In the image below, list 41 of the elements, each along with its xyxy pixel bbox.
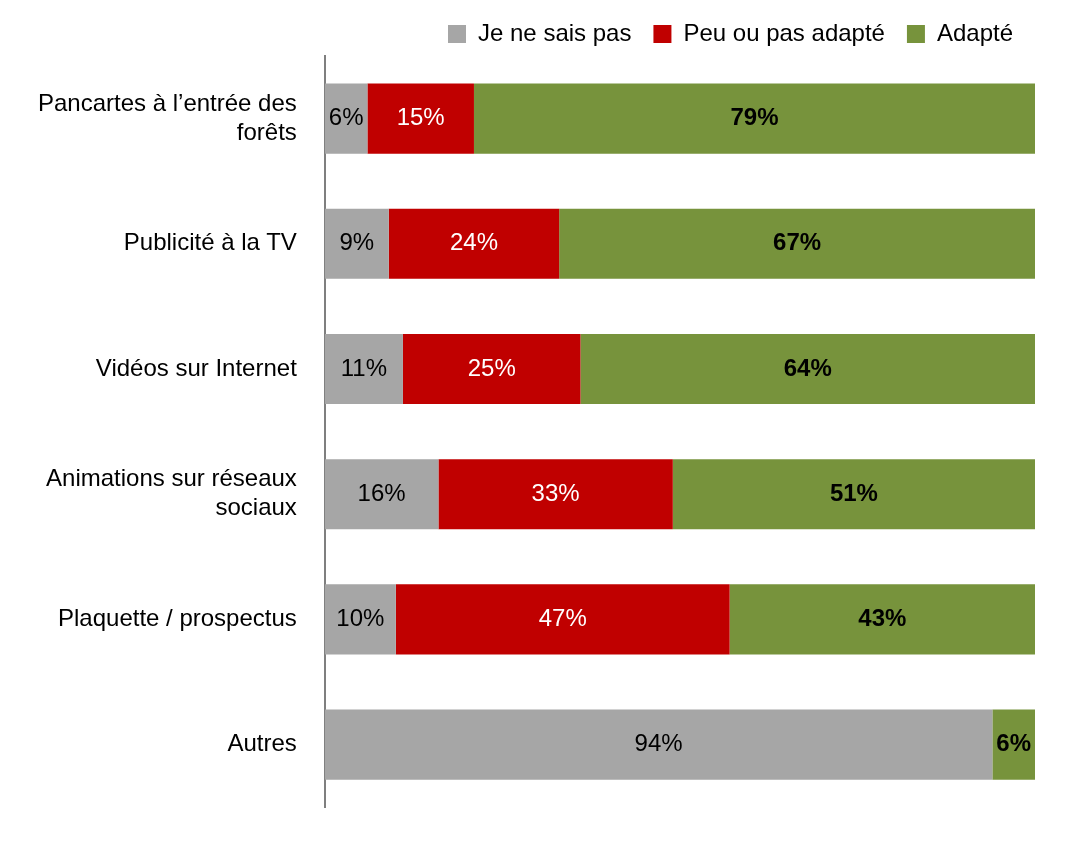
bar: [559, 208, 1035, 279]
bar: [672, 459, 1035, 530]
data-label: 51%: [829, 478, 878, 506]
bar: [324, 709, 993, 780]
data-label: 16%: [357, 478, 406, 506]
y-tick-label: Plaquette / prospectus: [57, 604, 297, 632]
data-label: 9%: [339, 228, 375, 256]
data-label: 15%: [396, 103, 445, 131]
data-label: 64%: [783, 353, 832, 381]
data-label: 10%: [336, 604, 385, 632]
legend-label: Adapté: [936, 18, 1014, 46]
y-tick-label: Publicité à la TV: [123, 228, 297, 256]
data-label: 67%: [773, 228, 822, 256]
bar: [388, 208, 560, 279]
data-label: 6%: [996, 729, 1032, 757]
bar: [402, 333, 581, 405]
data-label: 25%: [467, 353, 516, 381]
bar: [367, 83, 474, 154]
bar: [580, 333, 1035, 405]
y-tick-label: Vidéos sur Internet: [95, 353, 298, 381]
legend-label: Je ne sais pas: [478, 18, 632, 46]
bar: [324, 459, 439, 530]
legend-label: Peu ou pas adapté: [683, 18, 885, 46]
y-tick-label: Autres: [227, 729, 297, 757]
data-label: 43%: [858, 604, 907, 632]
data-label: 24%: [449, 228, 498, 256]
bar: [324, 333, 403, 405]
bar: [729, 584, 1035, 655]
data-label: 94%: [634, 729, 683, 757]
data-label: 11%: [340, 353, 388, 381]
data-label: 33%: [531, 478, 580, 506]
bar: [438, 459, 673, 530]
data-label: 6%: [328, 103, 364, 131]
bar: [395, 584, 730, 655]
y-tick-label: Animations sur réseaux sociaux: [46, 464, 297, 521]
data-label: 79%: [730, 103, 779, 131]
bar: [473, 83, 1035, 154]
bar: [324, 208, 389, 279]
bar: [324, 584, 396, 655]
data-label: 47%: [538, 604, 587, 632]
y-tick-label: Pancartes à l’entrée des forêts: [37, 88, 297, 145]
